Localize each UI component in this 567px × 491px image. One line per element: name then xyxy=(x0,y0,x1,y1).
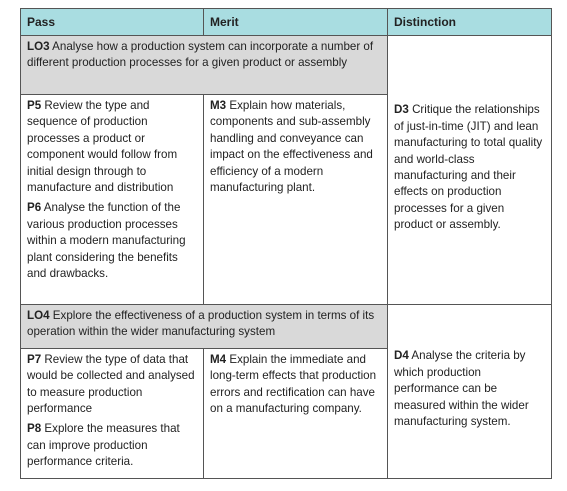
criterion-code: P6 xyxy=(27,201,42,215)
criterion: LO3 Analyse how a production system can … xyxy=(27,39,381,72)
criterion: LO4 Explore the effectiveness of a produ… xyxy=(27,308,381,341)
criterion-text: Explore the effectiveness of a productio… xyxy=(27,309,375,339)
criterion-code: P8 xyxy=(27,422,42,436)
criterion-text: Analyse the function of the various prod… xyxy=(27,201,186,281)
criterion: M3 Explain how materials, components and… xyxy=(210,98,381,196)
criterion: P8 Explore the measures that can improve… xyxy=(27,421,197,470)
table-body: LO3 Analyse how a production system can … xyxy=(20,35,552,479)
pass-cell: P7 Review the type of data that would be… xyxy=(20,347,204,479)
criterion-code: M3 xyxy=(210,99,227,112)
criterion-code: LO4 xyxy=(27,309,50,322)
criterion-code: P5 xyxy=(27,99,42,112)
criterion: P7 Review the type of data that would be… xyxy=(27,352,197,418)
header-cell: Distinction xyxy=(387,8,552,36)
criterion: P6 Analyse the function of the various p… xyxy=(27,200,197,282)
distinction-cell: D3 Critique the relationships of just-in… xyxy=(387,35,552,305)
criteria-row: P7 Review the type of data that would be… xyxy=(20,347,552,479)
criteria-row: P5 Review the type and sequence of produ… xyxy=(20,94,552,305)
criterion-code: P7 xyxy=(27,352,42,366)
criterion-text: Explain how materials, components and su… xyxy=(210,99,373,195)
header-cell: Merit xyxy=(203,8,388,36)
criterion-code: D3 xyxy=(394,103,409,117)
criterion-text: Review the type of data that would be co… xyxy=(27,352,195,416)
header-cell: Pass xyxy=(20,8,204,36)
merit-cell: M3 Explain how materials, components and… xyxy=(203,94,388,305)
criterion-text: Analyse how a production system can inco… xyxy=(27,40,374,70)
pass-cell: P5 Review the type and sequence of produ… xyxy=(20,94,204,305)
criterion-text: Analyse the criteria by which production… xyxy=(394,349,529,429)
outcome-row: LO4 Explore the effectiveness of a produ… xyxy=(20,304,552,479)
criterion: D4 Analyse the criteria by which product… xyxy=(394,348,545,430)
criteria-table: Pass Merit Distinction LO3 Analyse how a p… xyxy=(20,8,552,479)
criterion: D3 Critique the relationships of just-in… xyxy=(394,102,545,233)
criterion: P5 Review the type and sequence of produ… xyxy=(27,98,197,196)
merit-cell: M4 Explain the immediate and long-term e… xyxy=(203,347,388,479)
distinction-cell: D4 Analyse the criteria by which product… xyxy=(387,304,552,479)
criterion-text: Explain the immediate and long-term effe… xyxy=(210,352,377,416)
criterion-text: Review the type and sequence of producti… xyxy=(27,99,178,195)
criterion-text: Explore the measures that can improve pr… xyxy=(27,422,180,469)
criterion-code: D4 xyxy=(394,349,409,363)
outcome-cell: LO3 Analyse how a production system can … xyxy=(20,35,388,95)
criterion-code: M4 xyxy=(210,352,227,366)
criterion: M4 Explain the immediate and long-term e… xyxy=(210,352,381,418)
header-row: Pass Merit Distinction xyxy=(20,8,552,36)
criterion-text: Critique the relationships of just-in-ti… xyxy=(394,103,543,232)
criterion-code: LO3 xyxy=(27,40,50,53)
outcome-row: LO3 Analyse how a production system can … xyxy=(20,35,552,305)
outcome-cell: LO4 Explore the effectiveness of a produ… xyxy=(20,304,388,349)
